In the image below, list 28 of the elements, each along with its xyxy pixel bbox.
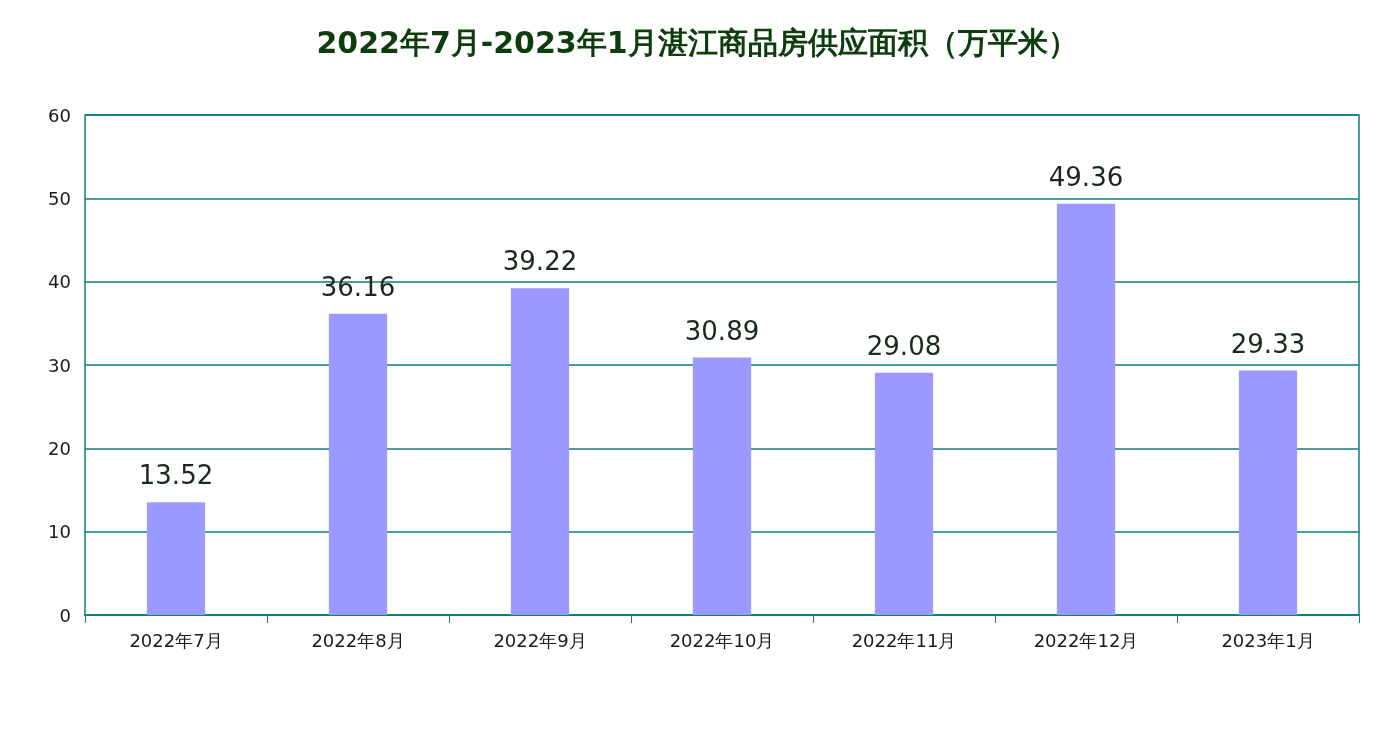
x-tick-label: 2023年1月 — [1221, 629, 1315, 651]
x-tick-label: 2022年12月 — [1033, 629, 1139, 651]
y-tick-label: 10 — [48, 521, 71, 543]
y-tick-label: 20 — [48, 437, 71, 459]
x-tick-label: 2022年9月 — [493, 629, 587, 651]
bar — [874, 372, 934, 615]
bar — [510, 288, 570, 615]
x-tick-label: 2022年7月 — [129, 629, 223, 651]
chart-title: 2022年7月-2023年1月湛江商品房供应面积（万平米） — [316, 24, 1078, 60]
y-tick-label: 30 — [48, 354, 71, 376]
data-label: 13.52 — [138, 460, 214, 491]
y-tick-label: 60 — [48, 104, 71, 126]
bar — [1238, 370, 1298, 615]
bar — [692, 357, 752, 615]
data-label: 30.89 — [684, 315, 760, 346]
y-tick-label: 0 — [59, 604, 71, 626]
y-tick-label: 40 — [48, 271, 71, 293]
data-label: 29.08 — [866, 330, 942, 361]
x-tick-label: 2022年11月 — [851, 629, 957, 651]
y-tick-label: 50 — [48, 187, 71, 209]
x-tick-label: 2022年10月 — [669, 629, 775, 651]
x-tick-label: 2022年8月 — [311, 629, 405, 651]
data-label: 39.22 — [502, 246, 578, 277]
bar — [1056, 203, 1116, 615]
data-label: 49.36 — [1048, 161, 1124, 192]
bar — [328, 313, 388, 615]
data-label: 29.33 — [1230, 328, 1306, 359]
bar — [146, 502, 206, 615]
